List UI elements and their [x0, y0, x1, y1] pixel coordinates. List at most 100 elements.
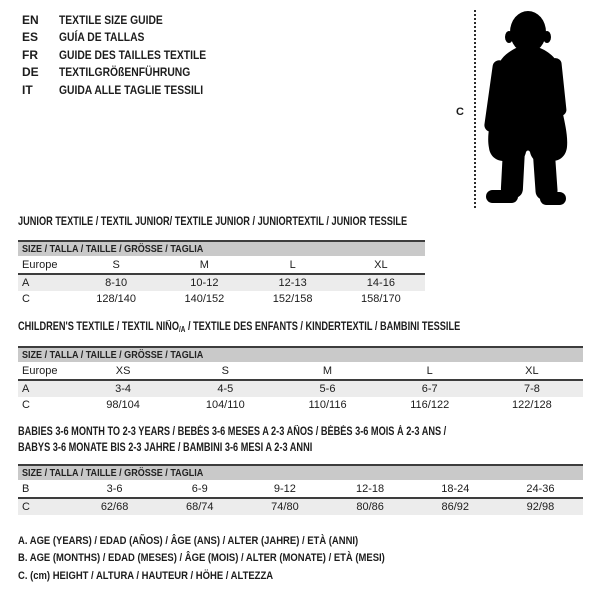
- table-cell: 86/92: [441, 501, 470, 513]
- height-measure-dotted-line: [474, 10, 476, 208]
- legend-text: B. AGE (MONTHS) / EDAD (MESES) / ÂGE (MO…: [18, 552, 385, 565]
- table-cell: 140/152: [184, 293, 225, 305]
- language-title: GUIDA ALLE TAGLIE TESSILI: [59, 82, 204, 97]
- table-cell: 18-24: [441, 482, 470, 495]
- table-cell: 104/110: [205, 399, 245, 411]
- table-cell: 24-36: [526, 482, 555, 495]
- babies-size-table: SIZE / TALLA / TAILLE / GRÖSSE / TAGLIA …: [18, 464, 583, 515]
- legend-text: A. AGE (YEARS) / EDAD (AÑOS) / ÂGE (ANS)…: [18, 535, 359, 547]
- title-part: CHILDREN'S TEXTILE / TEXTIL NIÑO: [18, 321, 179, 333]
- language-title: TEXTILE SIZE GUIDE: [59, 12, 163, 27]
- row-label: A: [22, 277, 30, 289]
- size-header-bar: SIZE / TALLA / TAILLE / GRÖSSE / TAGLIA: [18, 240, 425, 256]
- table-cell: 122/128: [512, 399, 552, 411]
- table-cell: M: [322, 364, 333, 377]
- language-title: GUIDE DES TAILLES TEXTILE: [59, 47, 207, 62]
- table-cell: L: [426, 364, 433, 377]
- size-header-bar: SIZE / TALLA / TAILLE / GRÖSSE / TAGLIA: [18, 346, 583, 362]
- table-row: Europe XS S M L XL: [18, 362, 583, 381]
- table-cell: 6-7: [421, 383, 438, 395]
- table-cell: S: [112, 258, 120, 271]
- title-subscript: /A: [178, 325, 186, 334]
- language-title: TEXTILGRÖßENFÜHRUNG: [59, 65, 191, 80]
- table-cell: XL: [374, 258, 388, 271]
- size-header-text: SIZE / TALLA / TAILLE / GRÖSSE / TAGLIA: [22, 349, 204, 361]
- table-cell: 6-9: [191, 482, 208, 495]
- size-header-bar: SIZE / TALLA / TAILLE / GRÖSSE / TAGLIA: [18, 464, 583, 480]
- section-title-babies: BABIES 3-6 MONTH TO 2-3 YEARS / BEBÉS 3-…: [18, 425, 553, 456]
- row-label: Europe: [22, 258, 58, 271]
- table-cell: 98/104: [106, 399, 140, 411]
- table-cell: 110/116: [308, 399, 347, 411]
- legend-line-b: B. AGE (MONTHS) / EDAD (MESES) / ÂGE (MO…: [18, 552, 445, 569]
- size-header-text: SIZE / TALLA / TAILLE / GRÖSSE / TAGLIA: [22, 243, 204, 255]
- table-cell: 80/86: [356, 501, 384, 513]
- language-code: IT: [22, 82, 33, 97]
- table-cell: 74/80: [271, 501, 299, 513]
- table-cell: L: [289, 258, 296, 271]
- table-row: C 62/68 68/74 74/80 80/86 86/92 92/98: [18, 499, 583, 515]
- height-label-c: C: [456, 106, 464, 118]
- row-label: Europe: [22, 364, 58, 377]
- table-cell: 12-13: [278, 277, 307, 289]
- table-row: Europe S M L XL: [18, 256, 425, 275]
- measure-legend: A. AGE (YEARS) / EDAD (AÑOS) / ÂGE (ANS)…: [18, 535, 445, 587]
- table-cell: 12-18: [356, 482, 385, 495]
- table-cell: 3-6: [106, 482, 123, 495]
- language-code: DE: [22, 65, 39, 80]
- language-title: GUÍA DE TALLAS: [59, 30, 145, 45]
- table-cell: M: [199, 258, 209, 271]
- table-cell: 7-8: [523, 383, 540, 395]
- legend-text: C. (cm) HEIGHT / ALTURA / HAUTEUR / HÖHE…: [18, 569, 274, 582]
- table-cell: 14-16: [366, 277, 395, 289]
- baby-silhouette: [484, 11, 568, 205]
- table-cell: 8-10: [105, 277, 128, 289]
- row-label: C: [22, 501, 30, 513]
- table-cell: 116/122: [410, 399, 450, 411]
- legend-line-a: A. AGE (YEARS) / EDAD (AÑOS) / ÂGE (ANS)…: [18, 535, 445, 552]
- section-title-line1: BABIES 3-6 MONTH TO 2-3 YEARS / BEBÉS 3-…: [18, 426, 447, 438]
- table-cell: 152/158: [272, 293, 313, 305]
- legend-line-c: C. (cm) HEIGHT / ALTURA / HAUTEUR / HÖHE…: [18, 570, 445, 587]
- table-row: B 3-6 6-9 9-12 12-18 18-24 24-36: [18, 480, 583, 499]
- language-code: EN: [22, 12, 39, 27]
- language-row-fr: FR GUIDE DES TAILLES TEXTILE: [22, 46, 230, 64]
- row-label: A: [22, 383, 30, 395]
- table-cell: XL: [525, 364, 539, 377]
- table-cell: 92/98: [526, 501, 555, 513]
- table-row: A 8-10 10-12 12-13 14-16: [18, 275, 425, 291]
- table-cell: 5-6: [319, 383, 336, 395]
- row-label: C: [22, 399, 30, 411]
- table-cell: S: [221, 364, 229, 377]
- section-title-junior: JUNIOR TEXTILE / TEXTIL JUNIOR/ TEXTILE …: [18, 216, 504, 228]
- junior-size-table: SIZE / TALLA / TAILLE / GRÖSSE / TAGLIA …: [18, 240, 425, 307]
- table-cell: 9-12: [273, 482, 296, 495]
- language-row-it: IT GUIDA ALLE TAGLIE TESSILI: [22, 81, 230, 99]
- title-part: / TEXTILE DES ENFANTS / KINDERTEXTIL / B…: [185, 321, 461, 333]
- row-label: C: [22, 293, 30, 305]
- section-title-children: CHILDREN'S TEXTILE / TEXTIL NIÑO/A / TEX…: [18, 321, 571, 334]
- children-size-table: SIZE / TALLA / TAILLE / GRÖSSE / TAGLIA …: [18, 346, 583, 413]
- table-row: C 98/104 104/110 110/116 116/122 122/128: [18, 397, 583, 413]
- table-cell: 62/68: [100, 501, 129, 513]
- table-cell: 158/170: [360, 293, 401, 305]
- table-cell: 128/140: [96, 293, 136, 305]
- table-cell: 3-4: [115, 383, 132, 395]
- language-row-es: ES GUÍA DE TALLAS: [22, 29, 230, 47]
- table-row: C 128/140 140/152 152/158 158/170: [18, 291, 425, 307]
- table-row: A 3-4 4-5 5-6 6-7 7-8: [18, 381, 583, 397]
- size-header-text: SIZE / TALLA / TAILLE / GRÖSSE / TAGLIA: [22, 467, 204, 479]
- table-cell: 4-5: [217, 383, 234, 395]
- table-cell: 10-12: [190, 277, 219, 289]
- section-title-line2: BABYS 3-6 MONATE BIS 2-3 JAHRE / BAMBINI…: [18, 441, 313, 454]
- table-cell: XS: [115, 364, 131, 377]
- language-code: FR: [22, 47, 38, 62]
- section-title-text: JUNIOR TEXTILE / TEXTIL JUNIOR/ TEXTILE …: [18, 216, 408, 228]
- language-row-de: DE TEXTILGRÖßENFÜHRUNG: [22, 64, 230, 82]
- language-list: EN TEXTILE SIZE GUIDE ES GUÍA DE TALLAS …: [22, 11, 230, 99]
- language-row-en: EN TEXTILE SIZE GUIDE: [22, 11, 230, 29]
- table-cell: 68/74: [185, 501, 214, 513]
- row-label: B: [22, 482, 30, 495]
- section-title-text: CHILDREN'S TEXTILE / TEXTIL NIÑO/A / TEX…: [18, 321, 460, 334]
